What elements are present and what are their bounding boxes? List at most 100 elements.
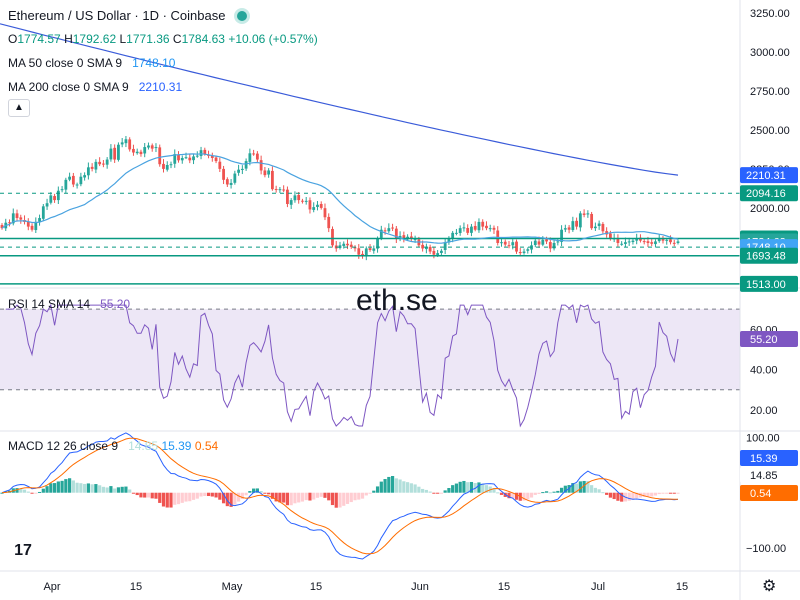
candle (669, 239, 672, 243)
candle (173, 154, 177, 164)
macd-line (1, 432, 679, 560)
macd-histogram-bar (447, 488, 451, 493)
time-tick-label: 15 (130, 581, 142, 593)
macd-histogram-bar (360, 492, 365, 499)
macd-histogram-bar (206, 492, 211, 497)
candle (413, 239, 417, 241)
macd-histogram-bar (267, 492, 271, 495)
candle (240, 168, 244, 170)
macd-histogram-bar (526, 492, 530, 500)
macd-histogram-bar (353, 492, 357, 501)
macd-histogram-bar (514, 492, 519, 500)
macd-histogram-bar (173, 492, 177, 505)
macd-label-box (740, 450, 798, 466)
macd-histogram-bar (548, 492, 552, 494)
candle (263, 170, 267, 176)
macd-histogram-bar (285, 492, 290, 506)
symbol-title[interactable]: Ethereum / US Dollar · 1D · Coinbase (8, 9, 248, 23)
macd-histogram-bar (203, 492, 207, 497)
macd-legend[interactable]: MACD 12 26 close 9 14.85 15.39 0.54 (8, 439, 218, 453)
macd-histogram-bar (575, 483, 579, 493)
macd-histogram-bar (413, 484, 417, 493)
ma200-label: MA 200 close 0 SMA 9 (8, 80, 129, 94)
candle (672, 242, 676, 244)
macd-v2: 15.39 (161, 439, 192, 453)
macd-tick-label: 100.00 (746, 433, 780, 445)
macd-histogram-bar (161, 492, 166, 507)
macd-histogram-bar (327, 492, 331, 501)
rsi-line (5, 303, 679, 428)
candle (19, 217, 23, 220)
rsi-label: RSI 14 SMA 14 (8, 297, 91, 311)
candle (458, 228, 462, 234)
macd-histogram-bar (233, 492, 237, 505)
macd-histogram-bar (357, 492, 361, 500)
time-tick-label: 15 (676, 581, 688, 593)
candle (293, 195, 297, 201)
time-tick-label: Apr (43, 581, 60, 593)
candle (150, 145, 154, 149)
macd-histogram-bar (188, 492, 192, 502)
macd-histogram-bar (338, 492, 342, 508)
candle (522, 251, 526, 253)
macd-histogram-bar (345, 492, 350, 504)
candle (301, 200, 304, 202)
close-value: 1784.63 (181, 32, 225, 46)
candle (368, 248, 372, 251)
ma50-label: MA 50 close 0 SMA 9 (8, 56, 123, 70)
macd-histogram-bar (398, 479, 402, 493)
candle (308, 200, 312, 210)
candle (49, 195, 53, 203)
candle (79, 176, 83, 185)
candle (627, 241, 631, 243)
candle (86, 167, 90, 176)
rsi-band (0, 309, 740, 390)
price-tick-label: 3000.00 (750, 47, 790, 59)
candle (586, 213, 590, 215)
ma50-legend[interactable]: MA 50 close 0 SMA 9 1748.10 (8, 56, 175, 70)
candle (481, 221, 485, 227)
macd-histogram-bar (559, 487, 564, 493)
macd-histogram-bar (45, 486, 49, 493)
ma200-legend[interactable]: MA 200 close 0 SMA 9 2210.31 (8, 80, 182, 94)
macd-histogram-bar (176, 492, 181, 505)
macd-histogram-bar (98, 485, 102, 493)
candle (177, 154, 180, 161)
macd-histogram-bar (41, 488, 45, 493)
price-pane[interactable] (0, 23, 740, 285)
rsi-legend[interactable]: RSI 14 SMA 14 55.20 (8, 297, 130, 311)
rsi-pane[interactable] (0, 303, 740, 428)
candle (507, 245, 511, 247)
candle (83, 175, 87, 178)
candle (552, 242, 556, 249)
candle (15, 213, 19, 219)
macd-histogram-bar (68, 478, 72, 493)
macd-pane[interactable] (0, 432, 680, 560)
price-label-box (740, 185, 798, 202)
candle (154, 147, 158, 149)
candle (162, 163, 165, 169)
gear-icon[interactable]: ⚙ (762, 578, 777, 595)
collapse-legend-button[interactable]: ▲ (8, 99, 30, 117)
candle (271, 170, 274, 190)
macd-histogram-bar (608, 492, 612, 498)
macd-label-text: 14.85 (750, 470, 778, 482)
candle (500, 242, 503, 244)
candle (567, 227, 571, 230)
price-label-text: 2210.31 (746, 170, 786, 182)
macd-histogram-bar (436, 492, 440, 494)
macd-histogram-bar (150, 492, 154, 499)
macd-histogram-bar (394, 478, 398, 493)
rsi-label-text: 55.20 (750, 334, 778, 346)
watermark: eth.se (356, 284, 438, 317)
tradingview-logo-icon[interactable]: 17 (6, 538, 40, 564)
candle (346, 243, 349, 246)
macd-histogram-bar (143, 492, 147, 498)
price-label-box (740, 275, 798, 292)
macd-histogram-bar (158, 492, 162, 503)
macd-histogram-bar (128, 489, 132, 493)
candle (654, 241, 657, 245)
macd-histogram-bar (342, 492, 346, 506)
macd-histogram-bar (64, 479, 68, 493)
